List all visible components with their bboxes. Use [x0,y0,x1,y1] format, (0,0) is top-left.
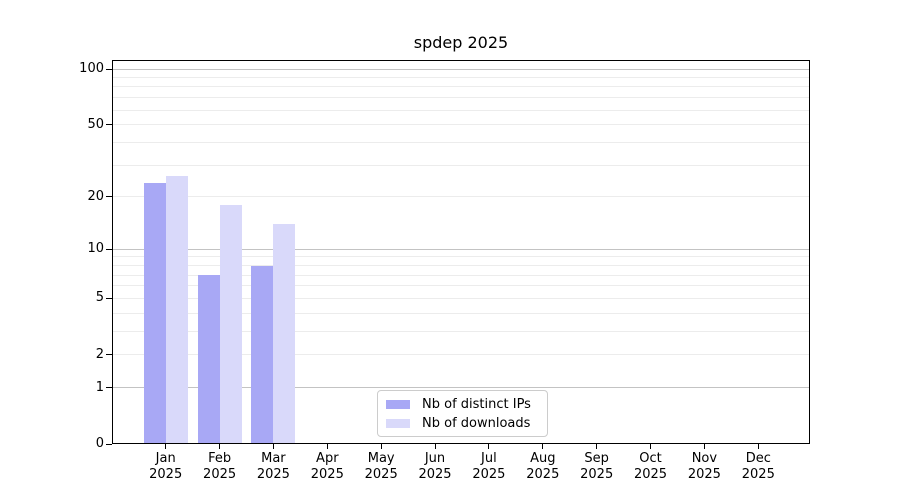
minor-gridline-7 [112,274,810,276]
x-tick-label-aug: Aug 2025 [526,451,560,482]
bar-jan-distinct-ips [143,182,166,444]
x-tick-label-oct: Oct 2025 [633,451,668,482]
minor-gridline-6 [112,285,810,287]
x-tick-label-jun: Jun 2025 [418,451,452,482]
minor-gridline-8 [112,265,810,266]
minor-gridline-2 [112,354,810,356]
y-tick-label-20: 20 [87,188,104,204]
legend-item-downloads: Nb of downloads [386,414,547,433]
x-tick-label-feb: Feb 2025 [203,451,237,482]
x-tick-mark-jun [434,444,436,449]
minor-gridline-30 [112,164,810,166]
legend-label-downloads: Nb of downloads [422,416,531,431]
legend-item-distinct-ips: Nb of distinct IPs [386,395,547,414]
minor-gridline-70 [112,97,810,99]
minor-gridline-80 [112,86,810,88]
y-tick-label-100: 100 [79,61,104,76]
bar-mar-distinct-ips [251,265,274,444]
y-tick-label-5: 5 [95,290,104,306]
minor-gridline-50 [112,124,810,125]
x-tick-label-sep: Sep 2025 [580,451,614,482]
y-tick-mark-0 [106,443,112,445]
legend-label-distinct-ips: Nb of distinct IPs [422,397,531,412]
major-gridline-100 [112,68,810,70]
x-tick-mark-nov [703,444,705,449]
bar-mar-downloads [273,224,296,444]
x-tick-label-apr: Apr 2025 [310,451,344,482]
x-tick-label-may: May 2025 [364,451,398,482]
y-tick-mark-50 [106,124,112,125]
x-tick-mark-apr [326,444,328,449]
minor-gridline-20 [112,196,810,198]
y-tick-mark-5 [106,297,112,299]
major-gridline-1 [112,387,810,389]
x-tick-mark-aug [542,444,544,449]
x-tick-mark-may [380,444,382,449]
minor-gridline-60 [112,109,810,111]
minor-gridline-90 [112,77,810,78]
minor-gridline-9 [112,256,810,258]
minor-gridline-3 [112,330,810,332]
y-tick-mark-20 [106,196,112,198]
y-tick-label-2: 2 [95,346,104,362]
bar-feb-distinct-ips [197,275,220,444]
x-tick-mark-oct [650,444,651,449]
y-tick-label-1: 1 [95,379,104,395]
y-tick-mark-2 [106,354,112,356]
x-tick-label-jul: Jul 2025 [472,451,506,482]
x-tick-label-nov: Nov 2025 [687,451,721,482]
x-tick-label-jan: Jan 2025 [149,451,183,482]
y-tick-mark-1 [106,387,112,389]
y-tick-mark-100 [106,68,112,70]
x-tick-label-dec: Dec 2025 [741,451,775,482]
chart-title: spdep 2025 [413,33,509,52]
legend-swatch-downloads [386,419,410,428]
x-tick-mark-dec [757,444,759,449]
major-gridline-10 [112,248,810,250]
legend-swatch-distinct-ips [386,400,410,409]
y-tick-label-50: 50 [87,116,104,132]
bar-jan-downloads [165,176,188,444]
y-tick-label-0: 0 [95,436,104,451]
minor-gridline-4 [112,312,810,314]
y-tick-label-10: 10 [87,241,104,257]
x-tick-mark-feb [219,444,221,449]
plot-area [112,60,810,444]
bar-feb-downloads [219,204,242,444]
minor-gridline-5 [112,297,810,299]
y-tick-mark-10 [106,248,112,250]
x-tick-mark-sep [596,444,598,449]
x-tick-mark-mar [272,444,274,449]
minor-gridline-40 [112,141,810,143]
x-tick-mark-jan [165,444,167,449]
x-tick-label-mar: Mar 2025 [256,451,290,482]
x-tick-mark-jul [488,444,490,449]
legend: Nb of distinct IPs Nb of downloads [377,390,548,437]
